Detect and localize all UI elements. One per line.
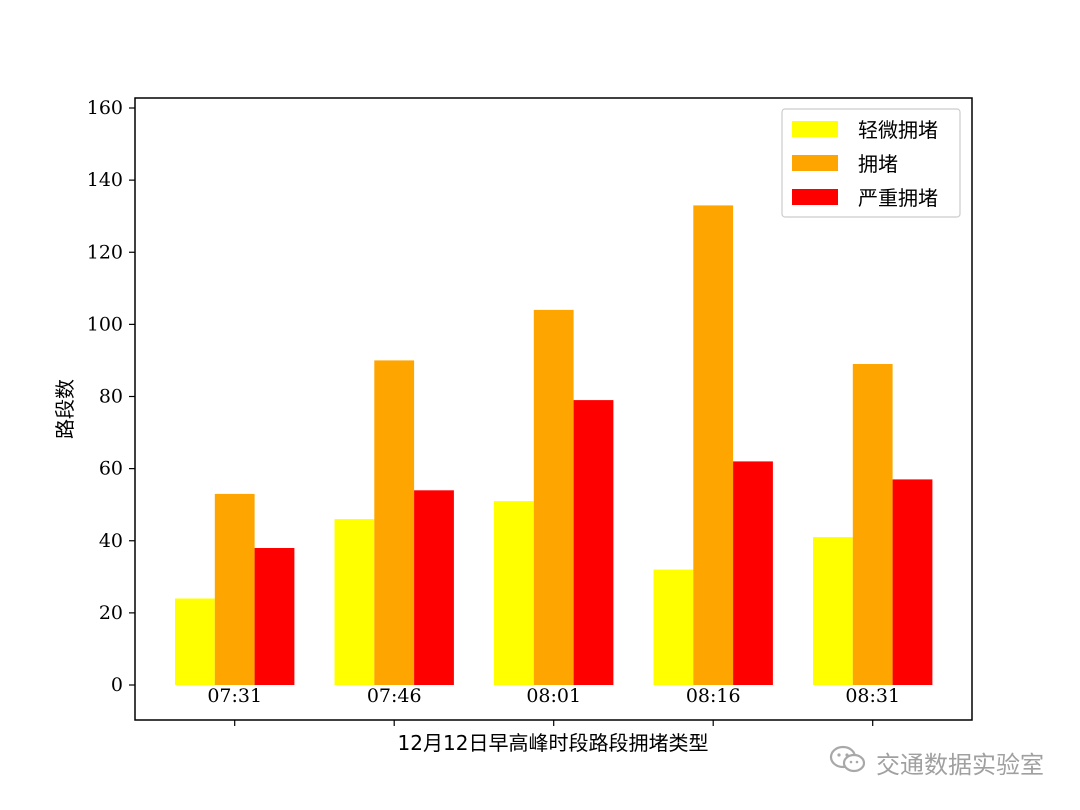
y-tick-label: 160: [87, 97, 123, 119]
y-tick-label: 0: [111, 674, 123, 696]
y-axis-label: 路段数: [53, 379, 77, 439]
bar-拥堵-08:16: [693, 205, 734, 685]
y-tick-label: 60: [99, 458, 123, 480]
bar-严重拥堵-08:31: [892, 479, 933, 685]
bar-拥堵-08:01: [533, 309, 574, 685]
bar-轻微拥堵-07:31: [175, 598, 215, 686]
bar-严重拥堵-08:01: [573, 400, 614, 685]
y-axis: 0 20 40 60 80 100 120 140 160: [87, 97, 135, 696]
wechat-icon: [828, 744, 868, 781]
legend-label: 严重拥堵: [858, 186, 938, 210]
y-tick-label: 140: [87, 169, 123, 191]
legend-label: 拥堵: [858, 152, 898, 176]
watermark-text: 交通数据实验室: [876, 750, 1044, 779]
y-tick-label: 120: [87, 241, 123, 263]
bar-轻微拥堵-08:31: [813, 537, 853, 685]
y-tick-label: 100: [87, 313, 123, 335]
bar-严重拥堵-07:31: [254, 548, 295, 685]
legend-swatch: [792, 155, 838, 171]
y-tick-label: 80: [99, 386, 123, 408]
bar-拥堵-08:31: [852, 364, 893, 685]
bar-轻微拥堵-08:01: [494, 501, 534, 685]
x-tick-label: 07:31: [207, 685, 262, 707]
x-axis-label: 12月12日早高峰时段路段拥堵类型: [398, 731, 709, 755]
bar-轻微拥堵-08:16: [653, 569, 694, 685]
x-axis: 07:31 07:46 08:01 08:16 08:31: [207, 685, 900, 726]
x-tick-label: 08:31: [845, 685, 900, 707]
x-tick-label: 08:01: [526, 685, 581, 707]
x-tick-label: 07:46: [367, 685, 422, 707]
y-tick-label: 20: [99, 602, 123, 624]
legend-label: 轻微拥堵: [858, 118, 938, 142]
plot-frame: [134, 97, 973, 721]
bar-严重拥堵-08:16: [733, 461, 773, 685]
legend-swatch: [792, 189, 838, 205]
bar-严重拥堵-07:46: [414, 490, 454, 685]
bar-拥堵-07:46: [374, 360, 415, 685]
y-tick-label: 40: [99, 530, 123, 552]
bar-轻微拥堵-07:46: [334, 519, 375, 685]
bar-拥堵-07:31: [214, 493, 255, 685]
watermark: 交通数据实验室: [828, 744, 1044, 780]
bars-group: [175, 205, 933, 686]
x-tick-label: 08:16: [686, 685, 741, 707]
legend-swatch: [792, 121, 838, 137]
